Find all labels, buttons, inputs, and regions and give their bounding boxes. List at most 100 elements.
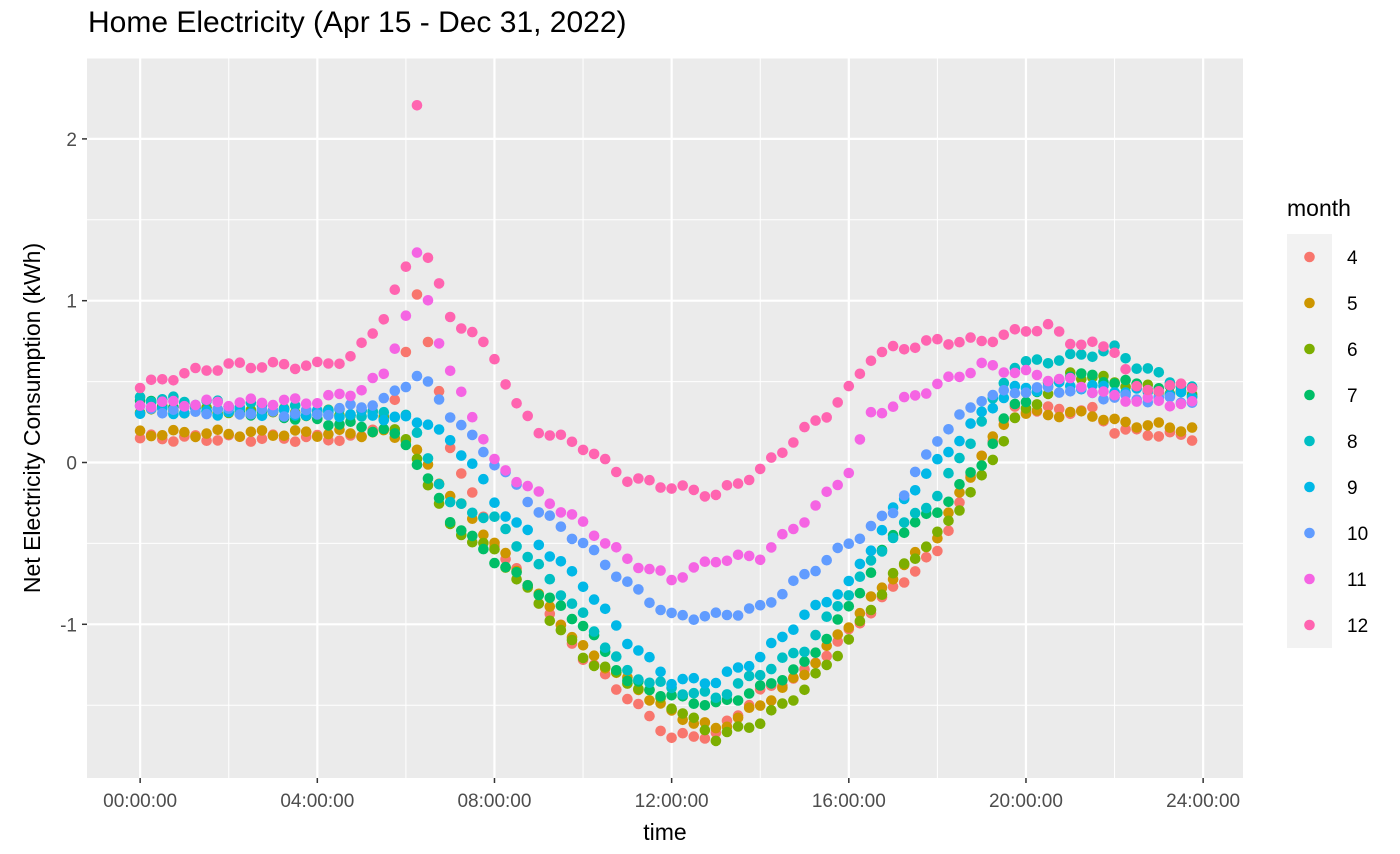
data-point <box>699 611 711 622</box>
data-point <box>688 698 700 709</box>
data-point <box>865 567 877 578</box>
data-point <box>1120 353 1131 364</box>
data-point <box>666 678 677 690</box>
data-point <box>1175 378 1187 390</box>
x-tick-label: 08:00:00 <box>457 791 531 812</box>
data-point <box>577 640 589 651</box>
data-point <box>876 510 888 522</box>
data-point <box>998 367 1010 378</box>
data-point <box>766 637 777 649</box>
data-point <box>256 433 268 445</box>
data-point <box>500 547 511 559</box>
data-point <box>356 402 367 413</box>
data-point <box>777 447 788 459</box>
data-point <box>777 528 788 540</box>
data-point <box>245 436 257 447</box>
data-point <box>588 448 600 460</box>
data-point <box>278 358 290 370</box>
data-point <box>1087 369 1098 381</box>
data-point <box>821 554 832 566</box>
data-point <box>489 497 500 509</box>
legend-key <box>1304 297 1315 309</box>
legend: month 4 5 6 7 8 9 10 11 12 <box>1287 195 1368 648</box>
data-point <box>622 553 633 565</box>
data-point <box>212 424 223 436</box>
data-point <box>433 338 445 349</box>
data-point <box>810 415 821 426</box>
data-point <box>710 556 722 568</box>
data-point <box>921 335 932 346</box>
data-point <box>168 436 179 447</box>
data-point <box>854 533 866 545</box>
data-point <box>300 398 312 410</box>
data-point <box>710 735 722 747</box>
data-point <box>1031 354 1043 365</box>
data-point <box>788 575 799 587</box>
data-point <box>433 492 445 504</box>
data-point <box>932 378 943 390</box>
data-point <box>832 589 843 600</box>
data-point <box>323 358 334 369</box>
y-tick-label: 1 <box>66 292 77 313</box>
data-point <box>1042 318 1054 330</box>
data-point <box>389 284 401 296</box>
y-tick-label: -1 <box>60 615 77 636</box>
data-point <box>588 544 600 556</box>
legend-label: 9 <box>1347 478 1358 499</box>
data-point <box>278 394 290 406</box>
data-point <box>433 424 445 435</box>
legend-item-5: 5 <box>1304 294 1358 315</box>
data-point <box>566 436 578 448</box>
data-point <box>843 380 855 392</box>
data-point <box>1009 398 1021 410</box>
data-point <box>699 717 711 728</box>
data-point <box>522 551 533 563</box>
data-point <box>865 520 877 532</box>
data-point <box>810 647 821 658</box>
data-point <box>644 474 655 486</box>
data-point <box>921 552 932 563</box>
data-point <box>478 473 489 485</box>
data-point <box>433 385 445 397</box>
data-point <box>732 721 744 732</box>
legend-label: 10 <box>1347 524 1368 545</box>
data-point <box>865 545 877 556</box>
data-point <box>1042 375 1054 387</box>
data-point <box>788 695 799 706</box>
data-point <box>522 580 533 591</box>
data-point <box>1120 416 1131 428</box>
legend-label: 4 <box>1347 248 1358 269</box>
data-point <box>1009 412 1021 424</box>
data-point <box>810 565 821 577</box>
data-point <box>688 687 700 699</box>
data-point <box>1120 364 1131 375</box>
data-point <box>644 695 655 706</box>
data-point <box>489 543 500 555</box>
data-point <box>909 566 921 577</box>
data-point <box>611 665 622 676</box>
legend-label: 6 <box>1347 340 1358 361</box>
data-point <box>865 555 877 566</box>
x-axis-title: time <box>643 819 686 845</box>
legend-label: 12 <box>1347 616 1368 637</box>
data-point <box>843 575 855 587</box>
data-point <box>622 664 633 676</box>
data-point <box>566 598 578 609</box>
data-point <box>732 678 744 689</box>
data-point <box>345 351 356 362</box>
data-point <box>223 358 234 369</box>
data-point <box>688 614 700 625</box>
data-point <box>821 412 832 423</box>
data-point <box>1031 382 1043 393</box>
data-point <box>611 651 622 662</box>
data-point <box>699 491 711 502</box>
data-point <box>467 326 478 338</box>
legend-key <box>1304 527 1315 539</box>
y-tick-label: 0 <box>66 453 77 474</box>
data-point <box>777 682 788 693</box>
data-point <box>688 562 700 573</box>
data-point <box>644 651 655 663</box>
data-point <box>378 368 390 380</box>
x-tick-label: 24:00:00 <box>1166 791 1240 812</box>
data-point <box>356 385 367 396</box>
